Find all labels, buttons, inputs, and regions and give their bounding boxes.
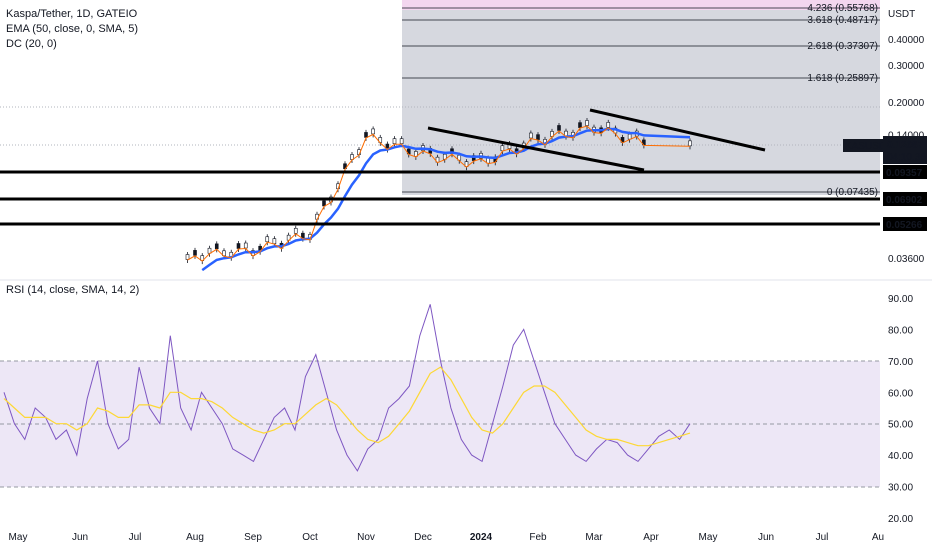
time-tick-label: Oct <box>302 532 318 543</box>
price-level-tag <box>883 217 927 231</box>
candle-body <box>529 132 533 139</box>
rsi-tick-label: 70.00 <box>888 357 913 368</box>
candle-body <box>236 243 241 249</box>
rsi-pane[interactable] <box>3 304 691 472</box>
fib-level-label: 3.618 (0.48717) <box>807 15 878 26</box>
price-tick-label: 0.03600 <box>888 254 925 265</box>
price-level-tag <box>883 165 927 179</box>
legend-dc[interactable]: DC (20, 0) <box>6 38 57 50</box>
price-level-tag-label: 0.05266 <box>886 220 923 231</box>
time-tick-label: 2024 <box>470 532 493 543</box>
price-tick-label: 0.40000 <box>888 35 925 46</box>
candle-body <box>322 200 326 207</box>
symbol-tag-label: KASUSDT <box>845 141 892 152</box>
currency-label[interactable]: USDT <box>888 9 916 20</box>
candle-body <box>578 122 582 128</box>
time-tick-label: Sep <box>244 532 262 543</box>
rsi-tick-label: 60.00 <box>888 388 913 399</box>
rsi-tick-label: 50.00 <box>888 420 913 431</box>
candle-body <box>500 145 505 152</box>
rsi-background-band <box>0 361 880 487</box>
trendline-upper[interactable] <box>589 108 766 152</box>
time-tick-label: Aug <box>186 532 204 543</box>
candle-body <box>243 242 248 249</box>
legend-rsi[interactable]: RSI (14, close, SMA, 14, 2) <box>6 284 140 296</box>
symbol-tag <box>843 139 883 152</box>
candle-body <box>585 120 589 126</box>
fib-level-label: 4.236 (0.55768) <box>807 3 878 14</box>
candle-body <box>536 134 540 140</box>
candle-body <box>392 138 397 144</box>
time-tick-label: Jun <box>758 532 774 543</box>
candle-body <box>293 227 298 234</box>
time-tick-label: Apr <box>643 532 659 543</box>
time-tick-label: Jun <box>72 532 88 543</box>
price-level-tag <box>883 192 927 206</box>
time-tick-label: Jul <box>129 532 142 543</box>
candle-body <box>399 138 404 144</box>
time-tick-label: Au <box>872 532 884 543</box>
legend-title: Kaspa/Tether, 1D, GATEIO <box>6 8 138 20</box>
time-tick-label: Nov <box>357 532 375 543</box>
price-pane[interactable] <box>185 108 766 272</box>
rsi-ma-line[interactable] <box>3 366 691 447</box>
candle-body <box>364 132 368 138</box>
last-price-label: 0.12667 <box>887 140 924 151</box>
candle-body <box>265 236 270 243</box>
time-tick-label: Feb <box>529 532 547 543</box>
dc-basis-line[interactable] <box>187 125 691 262</box>
time-tick-label: Mar <box>585 532 603 543</box>
rsi-tick-label: 80.00 <box>888 325 913 336</box>
fib-levels[interactable]: 4.236 (0.55768)3.618 (0.48717) 2.618 (0.3… <box>402 3 880 198</box>
candle-body <box>627 133 632 140</box>
candle-body <box>214 243 219 250</box>
horizontal-levels[interactable] <box>0 170 880 226</box>
time-tick-label: May <box>699 532 718 543</box>
axes: 0.40000 0.30000 0.20000 0.14000 0.03600 0.093… <box>9 35 927 543</box>
time-tick-label: Jul <box>816 532 829 543</box>
trendline-lower[interactable] <box>427 126 645 172</box>
time-tick-label: Dec <box>414 532 432 543</box>
candle-body <box>272 238 277 244</box>
candle-body <box>557 125 561 131</box>
fib-level-label: 0 (0.07435) <box>827 187 878 198</box>
candle-body <box>193 250 197 256</box>
rsi-tick-label: 20.00 <box>888 514 913 525</box>
candle-body <box>185 254 190 260</box>
candle-body <box>606 122 611 128</box>
rsi-tick-label: 90.00 <box>888 294 913 305</box>
time-tick-label: May <box>9 532 28 543</box>
countdown-label: 04:10:36 <box>887 152 926 163</box>
fib-top-zone <box>402 0 880 10</box>
rsi-tick-label: 40.00 <box>888 451 913 462</box>
price-tick-label: 0.14000 <box>888 130 925 141</box>
price-tick-label: 0.30000 <box>888 61 925 72</box>
fib-zone <box>402 10 880 195</box>
candle-body <box>688 140 692 147</box>
price-level-tag-label: 0.06902 <box>886 195 923 206</box>
candle-body <box>371 128 375 135</box>
price-level-tag-label: 0.09357 <box>886 168 923 179</box>
rsi-tick-label: 30.00 <box>888 483 913 494</box>
last-price-tag <box>883 136 927 164</box>
legend-ema[interactable]: EMA (50, close, 0, SMA, 5) <box>6 23 139 35</box>
rsi-line[interactable] <box>3 304 691 472</box>
fib-level-label: 2.618 (0.37307) <box>807 41 878 52</box>
fib-level-label: 1.618 (0.25897) <box>807 73 878 84</box>
price-tick-label: 0.20000 <box>888 98 925 109</box>
